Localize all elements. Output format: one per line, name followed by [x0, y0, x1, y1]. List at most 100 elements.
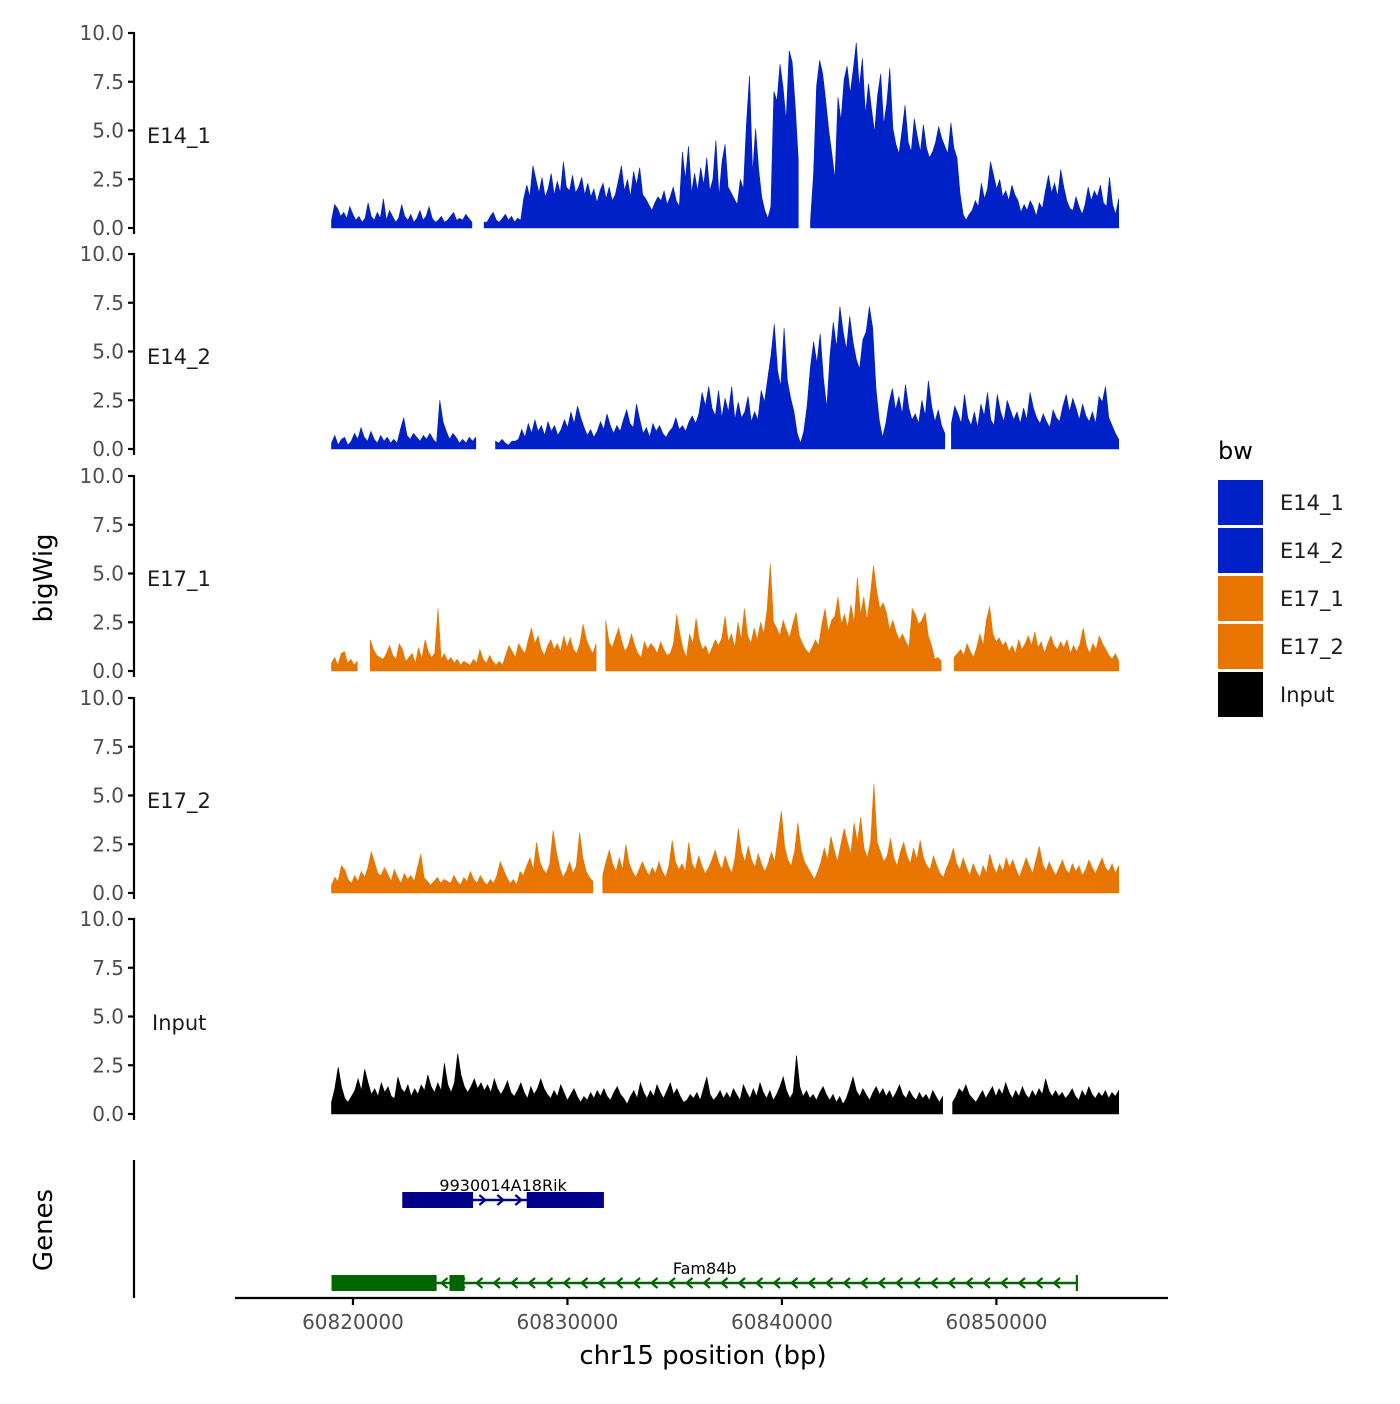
gene-exon — [402, 1192, 474, 1208]
area-e17_1-segment — [605, 563, 942, 672]
gene-exon — [331, 1275, 437, 1291]
area-e17_2-segment — [602, 783, 1119, 894]
area-input-segment — [952, 1078, 1119, 1115]
y-tick-label: 5.0 — [92, 340, 124, 364]
legend-swatch-e17_1 — [1218, 576, 1263, 621]
legend-swatch-e14_1 — [1218, 480, 1263, 525]
strand-arrow — [999, 1277, 1009, 1289]
x-axis-title: chr15 position (bp) — [579, 1341, 826, 1371]
y-tick-label: 10.0 — [79, 686, 124, 710]
y-tick-label: 7.5 — [92, 956, 124, 980]
strand-arrow — [807, 1277, 816, 1289]
y-tick-label: 0.0 — [92, 1102, 124, 1126]
strand-arrow — [492, 1277, 501, 1289]
strand-arrow — [649, 1277, 659, 1289]
track-e14_1: 0.0 2.5 5.0 7.5 10.0 E14_1 — [79, 21, 1119, 240]
strand-arrow — [929, 1277, 939, 1289]
strand-arrow — [982, 1277, 991, 1289]
gene-label: 9930014A18Rik — [439, 1176, 567, 1195]
area-e14_1-segment — [810, 42, 1119, 229]
gene-fam84b: Fam84b — [331, 1259, 1078, 1291]
area-e14_2-segment — [951, 386, 1119, 450]
strand-arrow — [719, 1277, 729, 1289]
legend-swatch-input — [1218, 672, 1263, 717]
y-tick-label: 2.5 — [92, 832, 124, 856]
y-axis-title-bigwig: bigWig — [29, 533, 59, 622]
genes-track: 9930014A18Rik Fam84b — [132, 1160, 1078, 1298]
y-tick-label: 2.5 — [92, 388, 124, 412]
area-e17_2-segment — [331, 830, 594, 894]
y-tick-label: 7.5 — [92, 291, 124, 315]
track-label-e17_1: E17_1 — [147, 567, 211, 592]
y-tick-label: 10.0 — [79, 21, 124, 45]
strand-arrow — [947, 1277, 956, 1289]
strand-arrow — [772, 1277, 781, 1289]
strand-arrow — [614, 1277, 624, 1289]
strand-arrow — [579, 1277, 589, 1289]
y-tick-label: 5.0 — [92, 1005, 124, 1029]
y-tick-label: 0.0 — [92, 437, 124, 461]
y-tick-label: 10.0 — [79, 907, 124, 931]
gene-9930014a18rik: 9930014A18Rik — [402, 1176, 604, 1208]
y-tick-label: 2.5 — [92, 610, 124, 634]
area-e14_1-segment — [331, 198, 473, 229]
strand-arrow — [894, 1277, 904, 1289]
y-tick-label: 10.0 — [79, 464, 124, 488]
y-tick-label: 0.0 — [92, 659, 124, 683]
y-tick-label: 2.5 — [92, 1053, 124, 1077]
track-e17_2: 0.0 2.5 5.0 7.5 10.0 E17_2 — [79, 686, 1119, 905]
x-tick-label: 60820000 — [302, 1310, 404, 1334]
area-e17_1-segment — [953, 606, 1119, 672]
area-e14_1-segment — [483, 50, 799, 229]
x-tick-label: 60850000 — [946, 1310, 1048, 1334]
strand-arrow — [1017, 1277, 1026, 1289]
strand-arrow — [527, 1277, 536, 1289]
strand-arrow — [754, 1277, 764, 1289]
y-tick-label: 5.0 — [92, 784, 124, 808]
gene-exon — [526, 1192, 604, 1208]
legend-label-e14_1: E14_1 — [1280, 491, 1344, 516]
strand-arrow — [562, 1277, 571, 1289]
bigwig-tracks: 0.0 2.5 5.0 7.5 10.0 E14_1 0.0 2.5 5.0 7.5 10.0 E14… — [79, 21, 1119, 1126]
track-label-e14_2: E14_2 — [147, 345, 211, 370]
strand-arrow — [684, 1277, 694, 1289]
gene-label: Fam84b — [673, 1259, 737, 1278]
strand-arrow — [474, 1277, 484, 1289]
y-tick-label: 0.0 — [92, 881, 124, 905]
legend-swatch-e17_2 — [1218, 624, 1263, 669]
gene-exon — [449, 1275, 465, 1291]
y-tick-label: 10.0 — [79, 242, 124, 266]
gene-exon — [1075, 1275, 1078, 1291]
strand-arrow — [514, 1194, 524, 1206]
legend-label-input: Input — [1280, 683, 1334, 707]
area-input-segment — [331, 1053, 943, 1115]
area-e14_2-segment — [331, 400, 477, 450]
legend-title: bw — [1218, 437, 1253, 465]
legend-label-e17_1: E17_1 — [1280, 587, 1344, 612]
track-e17_1: 0.0 2.5 5.0 7.5 10.0 E17_1 — [79, 464, 1119, 683]
strand-arrow — [859, 1277, 869, 1289]
strand-arrow — [824, 1277, 834, 1289]
y-tick-label: 2.5 — [92, 167, 124, 191]
strand-arrow — [632, 1277, 641, 1289]
track-label-e14_1: E14_1 — [147, 124, 211, 149]
x-tick-label: 60830000 — [517, 1310, 619, 1334]
strand-arrow — [544, 1277, 554, 1289]
track-input: 0.0 2.5 5.0 7.5 10.0 Input — [79, 907, 1119, 1126]
track-label-e17_2: E17_2 — [147, 789, 211, 814]
track-e14_2: 0.0 2.5 5.0 7.5 10.0 E14_2 — [79, 242, 1119, 461]
area-e17_1-segment — [369, 608, 597, 672]
legend-label-e14_2: E14_2 — [1280, 539, 1344, 564]
strand-arrow — [496, 1194, 506, 1206]
area-e17_1-segment — [331, 651, 358, 672]
strand-arrow — [912, 1277, 921, 1289]
legend: bw E14_1 E14_2 E17_1 E17_2 Input — [1218, 437, 1344, 717]
strand-arrow — [842, 1277, 851, 1289]
legend-label-e17_2: E17_2 — [1280, 635, 1344, 660]
strand-arrow — [1034, 1277, 1044, 1289]
strand-arrow — [597, 1277, 606, 1289]
strand-arrow — [1052, 1277, 1061, 1289]
y-axis-title-genes: Genes — [29, 1189, 59, 1271]
